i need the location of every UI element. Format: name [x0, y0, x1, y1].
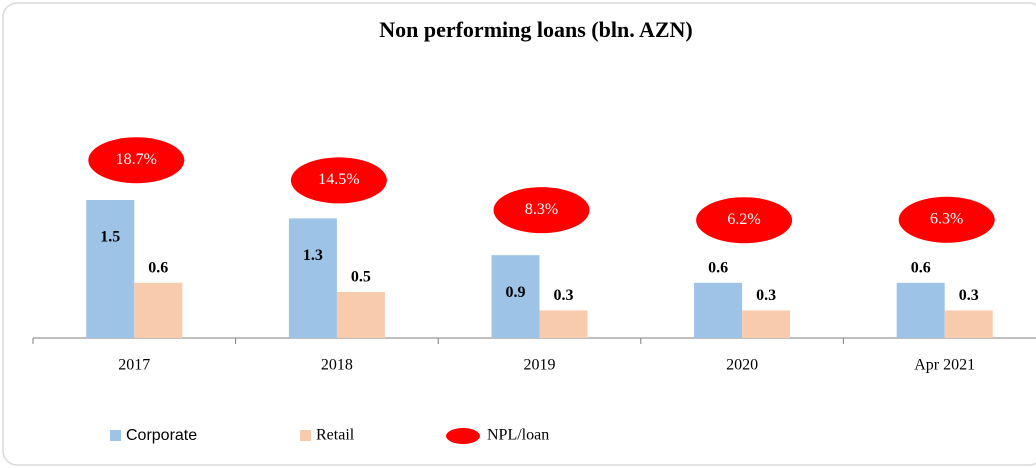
bar [896, 282, 945, 338]
x-tick-label: Apr 2021 [914, 357, 975, 374]
x-tick-label: 2017 [118, 357, 150, 374]
data-label: 0.6 [708, 259, 728, 276]
bar [539, 310, 588, 338]
data-label: 1.3 [303, 247, 323, 264]
bar [134, 282, 183, 338]
x-tick-label: 2018 [321, 357, 353, 374]
data-label: 6.2% [727, 211, 760, 228]
data-label: 0.6 [911, 259, 931, 276]
legend-swatch [446, 428, 480, 444]
data-label: 0.3 [959, 287, 979, 304]
legend-label: Retail [316, 427, 355, 444]
bar [288, 218, 337, 338]
legend-swatch [110, 430, 121, 441]
x-tick-label: 2020 [726, 357, 758, 374]
bar [742, 310, 791, 338]
data-label: 0.9 [506, 284, 526, 301]
bar [694, 282, 743, 338]
data-label: 0.6 [148, 259, 168, 276]
bar [86, 200, 135, 338]
npl-marker [898, 196, 995, 243]
bar [944, 310, 993, 338]
npl-marker [290, 157, 387, 204]
data-label: 18.7% [116, 151, 157, 168]
data-label: 6.3% [930, 210, 963, 227]
legend-swatch [300, 430, 311, 441]
x-tick-label: 2019 [524, 357, 556, 374]
data-label: 0.3 [554, 287, 574, 304]
legend-label: Corporate [126, 427, 197, 444]
npl-marker [88, 137, 185, 184]
npl-marker [493, 187, 590, 234]
npl-marker [696, 197, 793, 244]
bar [491, 255, 540, 338]
legend-label: NPL/loan [487, 427, 549, 444]
data-label: 0.3 [756, 287, 776, 304]
data-label: 8.3% [525, 201, 558, 218]
chart-title: Non performing loans (bln. AZN) [379, 17, 693, 42]
bar [336, 292, 385, 338]
data-label: 14.5% [318, 171, 359, 188]
data-label: 1.5 [100, 229, 120, 246]
data-label: 0.5 [351, 269, 371, 286]
